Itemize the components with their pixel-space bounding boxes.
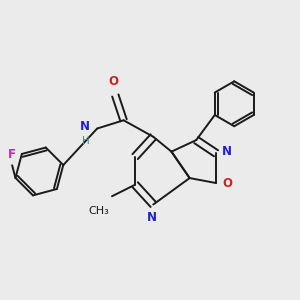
Text: CH₃: CH₃ — [88, 206, 109, 216]
Text: N: N — [80, 120, 90, 134]
Text: F: F — [8, 148, 16, 161]
Text: O: O — [109, 75, 119, 88]
Text: H: H — [82, 136, 90, 146]
Text: N: N — [147, 211, 157, 224]
Text: O: O — [222, 176, 232, 190]
Text: N: N — [222, 145, 232, 158]
